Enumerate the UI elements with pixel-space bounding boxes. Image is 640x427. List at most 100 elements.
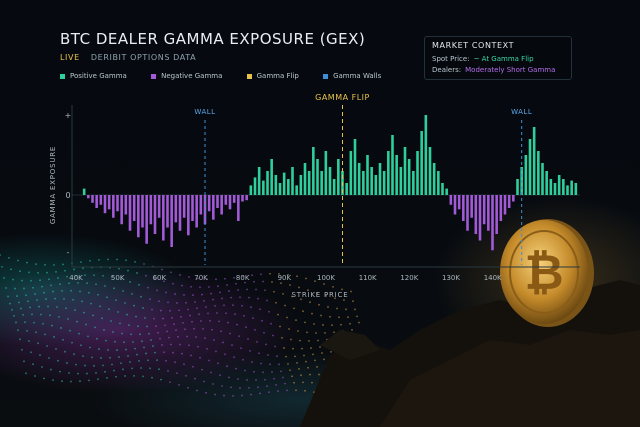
gamma-bar-positive [303,163,307,195]
gamma-bar-positive [399,167,403,195]
gamma-bar-negative [491,195,494,251]
y-tick-label: + [65,111,72,120]
gamma-bar-positive [549,179,553,195]
gamma-bar-positive [557,175,561,195]
gamma-bar-negative [232,195,236,203]
gamma-bar-positive [270,159,273,195]
gamma-bar-negative [137,195,140,238]
x-tick-label: 60K [153,274,167,282]
gamma-bar-negative [470,195,473,218]
gamma-bar-positive [566,185,569,195]
gamma-bar-positive [553,183,557,195]
subtitle-row: LIVE DERIBIT OPTIONS DATA [60,53,196,62]
legend-negative-gamma: Negative Gamma [151,72,222,80]
gamma-bar-positive [428,147,432,195]
gamma-bar-positive [391,135,394,195]
gamma-bar-positive [441,183,444,195]
gamma-bar-positive [299,175,303,195]
gamma-bar-positive [257,167,261,195]
x-tick-label: 130K [442,274,460,282]
gamma-bar-negative [495,195,498,234]
gamma-bar-positive [253,177,257,195]
gamma-wall-label: WALL [511,108,532,116]
gamma-bar-positive [545,171,548,195]
gamma-bar-negative [103,195,107,214]
gamma-bar-positive [295,185,298,195]
gamma-bar-positive [328,167,332,195]
gamma-bar-negative [503,195,507,215]
gamma-bar-positive [445,188,448,195]
gamma-bar-positive [574,183,578,195]
gamma-bar-negative [203,195,207,225]
gamma-bar-negative [128,195,132,231]
gamma-wall-label: WALL [194,108,215,116]
gamma-bar-positive [528,139,532,195]
gamma-bar-negative [157,195,161,218]
legend-gamma-walls: Gamma Walls [323,72,381,80]
gamma-bar-negative [245,195,248,201]
gamma-bar-positive [366,155,369,195]
gamma-bar-positive [287,179,290,195]
gamma-bar-negative [457,195,461,210]
legend-positive-gamma: Positive Gamma [60,72,127,80]
gamma-bar-negative [153,195,157,234]
gamma-bar-negative [132,195,136,221]
gamma-bar-negative [462,195,465,221]
gamma-bar-positive [407,159,411,195]
gamma-bar-negative [499,195,503,221]
gamma-bar-negative [466,195,469,231]
gamma-bar-negative [174,195,178,223]
gamma-bar-negative [228,195,232,210]
market-context-title: MARKET CONTEXT [432,41,515,50]
gamma-bar-positive [432,163,436,195]
gamma-bar-positive [291,167,294,195]
gamma-bar-positive [437,171,440,195]
gamma-bar-positive [307,171,311,195]
gamma-bar-negative [178,195,182,231]
gamma-bar-positive [332,179,336,195]
gamma-bar-positive [320,171,323,195]
gamma-bar-negative [91,195,94,203]
gamma-bar-positive [262,180,265,195]
gamma-bar-negative [95,195,98,208]
gamma-bar-positive [362,171,365,195]
gamma-bar-positive [537,151,540,195]
gamma-bar-negative [170,195,173,247]
gamma-bar-positive [337,159,340,195]
gamma-bar-negative [512,195,515,202]
gamma-bar-positive [562,179,565,195]
gamma-bar-positive [357,163,361,195]
gamma-bar-negative [507,195,511,208]
gamma-bar-positive [249,185,253,195]
gamma-bar-negative [453,195,457,215]
legend-gamma-flip: Gamma Flip [246,72,299,80]
gamma-bar-negative [241,195,244,202]
x-tick-label: 110K [359,274,377,282]
x-tick-label: 80K [236,274,250,282]
gamma-bar-negative [449,195,453,205]
x-axis-label: STRIKE PRICE [292,291,349,299]
y-axis-label: GAMMA EXPOSURE [49,146,57,224]
x-tick-label: 40K [69,274,83,282]
live-badge: LIVE [60,53,80,62]
gamma-bar-negative [141,195,144,228]
gamma-bar-negative [195,195,198,228]
gamma-bar-positive [82,188,86,195]
gamma-bar-positive [424,115,428,195]
spot-price-row: Spot Price: ~ At Gamma Flip [432,55,534,63]
gamma-bar-positive [403,147,407,195]
x-tick-label: 50K [111,274,125,282]
x-tick-label: 90K [278,274,292,282]
gamma-bar-negative [124,195,128,215]
gamma-bar-negative [220,195,223,215]
gamma-bar-positive [516,179,519,195]
chart-title: BTC DEALER GAMMA EXPOSURE (GEX) [60,30,366,48]
gamma-bar-positive [324,151,328,195]
gamma-bar-negative [191,195,194,221]
gamma-bar-positive [312,147,315,195]
gamma-bar-positive [570,180,573,195]
gamma-bar-positive [278,183,282,195]
gamma-bar-positive [420,131,423,195]
gamma-bar-negative [116,195,119,212]
